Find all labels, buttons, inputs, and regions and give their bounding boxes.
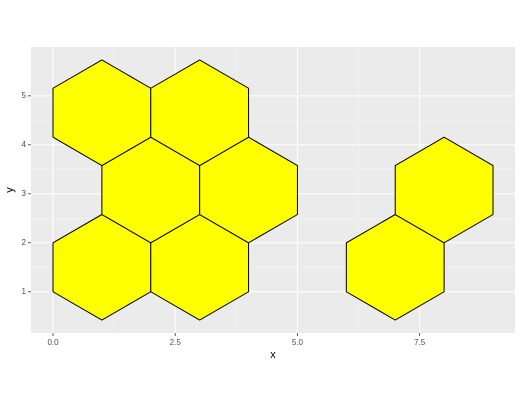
x-tick-label: 5.0 <box>292 338 304 347</box>
x-tick-label: 2.5 <box>170 338 182 347</box>
y-axis-label: y <box>4 187 16 193</box>
hexagon <box>394 136 494 244</box>
x-tick-label: 7.5 <box>414 338 426 347</box>
y-tick-label: 3 <box>22 189 27 198</box>
y-tick-label: 4 <box>22 140 27 149</box>
y-tick-label: 5 <box>22 91 27 100</box>
hexagon <box>150 59 250 167</box>
x-axis-label: x <box>270 349 276 361</box>
y-tick-label: 1 <box>22 287 27 296</box>
y-tick-label: 2 <box>22 238 27 247</box>
x-tick-label: 0.0 <box>47 338 59 347</box>
